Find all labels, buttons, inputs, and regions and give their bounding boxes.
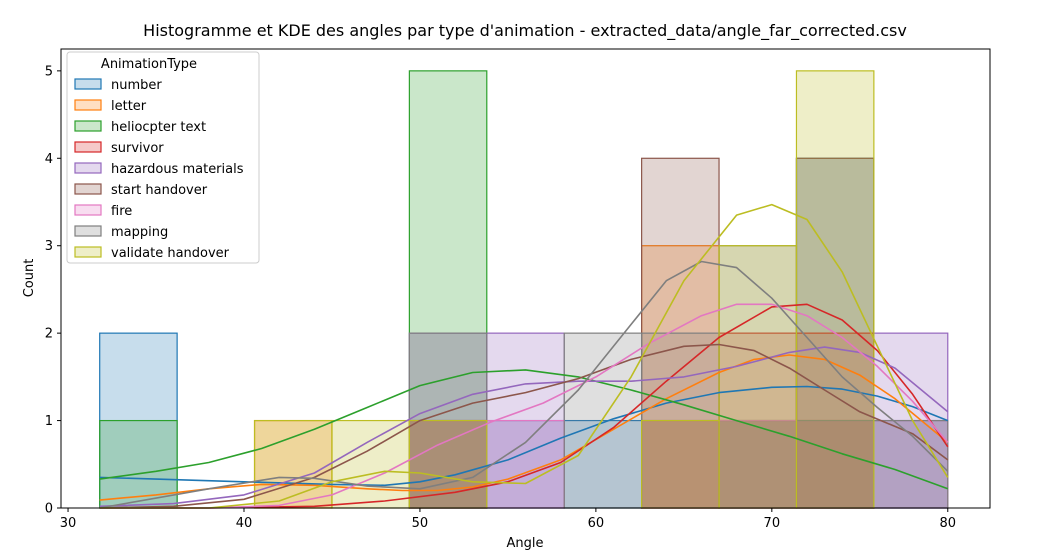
legend-swatch: [74, 141, 102, 153]
y-tick-label: 2: [45, 327, 53, 342]
histogram-bar: [331, 419, 410, 509]
legend-swatch: [74, 204, 102, 216]
histogram-bar: [795, 70, 875, 509]
kde-line: [99, 260, 949, 509]
legend-entry: letter: [111, 99, 147, 114]
legend-entry: number: [111, 78, 162, 93]
histogram-bar: [718, 245, 798, 509]
legend-swatch: [74, 120, 102, 132]
kde-line: [99, 369, 949, 490]
legend: AnimationType number letter heliocpter text…: [66, 51, 260, 264]
y-axis-label: Count: [22, 259, 37, 298]
kde-line: [99, 343, 949, 509]
kde-line: [99, 303, 949, 509]
legend-box: [66, 51, 260, 264]
x-tick-label: 40: [236, 516, 253, 531]
y-tick-label: 5: [45, 64, 53, 79]
y-tick-label: 4: [45, 152, 53, 167]
x-tick-label: 70: [764, 516, 781, 531]
legend-swatch: [74, 246, 102, 258]
x-tick-label: 60: [588, 516, 605, 531]
legend-entry: start handover: [111, 183, 208, 198]
histogram-bar: [408, 419, 488, 509]
x-tick-label: 80: [939, 516, 956, 531]
plot-area: 30 40 50 60 70 80 0 1 2 3 4 5: [45, 48, 991, 531]
histogram-bar: [795, 419, 875, 509]
histogram-bar: [99, 419, 178, 509]
legend-swatch: [74, 225, 102, 237]
y-tick-label: 1: [45, 414, 53, 429]
kde-line: [99, 354, 949, 501]
legend-swatch: [74, 78, 102, 90]
x-tick-label: 50: [412, 516, 429, 531]
legend-entry: hazardous materials: [111, 162, 244, 177]
legend-entry: heliocpter text: [111, 120, 206, 135]
axes-frame: [60, 48, 991, 509]
histogram-bar: [718, 245, 798, 509]
chart-title: Histogramme et KDE des angles par type d…: [143, 21, 907, 41]
legend-title: AnimationType: [101, 57, 197, 72]
x-tick-label: 30: [60, 516, 77, 531]
legend-entry: survivor: [111, 141, 164, 156]
histogram-bar: [795, 419, 875, 509]
histogram-bar: [253, 419, 333, 509]
histogram-bar: [408, 70, 488, 509]
kde-line: [99, 203, 949, 509]
histogram-bar: [641, 419, 720, 509]
legend-swatch: [74, 99, 102, 111]
histogram-bar: [486, 419, 565, 509]
y-tick-label: 0: [45, 502, 53, 517]
kde-line: [99, 303, 949, 509]
legend-entry: mapping: [111, 225, 168, 240]
x-axis-label: Angle: [507, 536, 544, 551]
legend-swatch: [74, 162, 102, 174]
legend-entry: fire: [111, 204, 132, 219]
kde-line: [99, 385, 949, 487]
legend-entry: validate handover: [111, 246, 230, 261]
legend-swatch: [74, 183, 102, 195]
y-tick-label: 3: [45, 239, 53, 254]
kde-line: [99, 346, 949, 508]
